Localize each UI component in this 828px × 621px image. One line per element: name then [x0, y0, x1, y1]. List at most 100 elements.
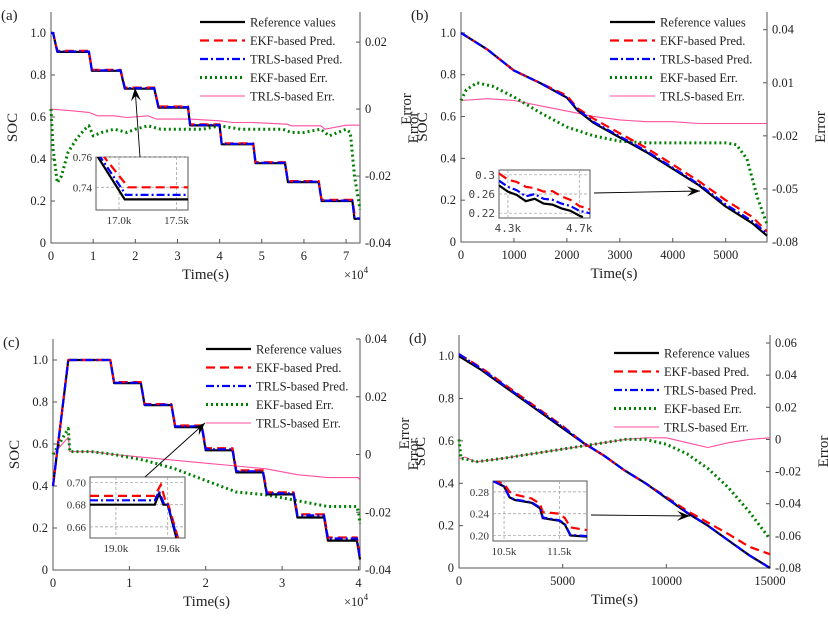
y-left-extra-label: Error [399, 93, 415, 125]
inset-x-tick-label: 11.5k [547, 546, 572, 558]
inset-y-tick-label: 0.76 [73, 152, 93, 164]
y-left-tick-label: 0.4 [30, 152, 46, 166]
series-line-ekf-based-pred [458, 353, 771, 556]
y-left-tick-label: 0.4 [438, 476, 454, 490]
inset-line-ekf-based-pred [499, 172, 590, 211]
x-tick-label: 3 [174, 249, 180, 263]
y-right-axis-label: Error [406, 112, 422, 144]
x-tick-label: 5 [259, 249, 265, 263]
inset-x-tick-label: 19.0k [104, 543, 129, 555]
y-right-tick-label: -0.04 [365, 563, 392, 577]
legend-label: TRLS-based Err. [664, 421, 749, 435]
legend-label: EKF-based Err. [250, 71, 328, 85]
x-tick-label: 4 [355, 576, 362, 590]
legend: Reference values EKF-based Pred. TRLS-base… [614, 347, 756, 435]
panel-b: 0 1000 2000 3000 4000 5000 0 0.2 0.4 0.6 0.8 1.0 -0.… [399, 8, 828, 282]
x-tick-label: 6 [301, 249, 307, 263]
x-tick-label: 1 [126, 576, 132, 590]
x-multiplier: ×104 [344, 265, 369, 282]
y-right-tick-label: 0.04 [775, 368, 798, 382]
y-left-tick-label: 0.6 [30, 110, 46, 124]
x-tick-label: 0 [50, 576, 56, 590]
y-right-tick-label: 0.02 [365, 390, 387, 404]
y-left-axis-label: SOC [5, 113, 21, 142]
y-left-tick-label: 1.0 [32, 353, 48, 367]
inset-y-tick-label: 0.20 [470, 531, 490, 543]
y-right-tick-label: 0.06 [775, 336, 797, 350]
series-line-trls-based-pred [458, 353, 771, 569]
x-tick-label: 1000 [501, 248, 526, 262]
y-right-tick-label: -0.05 [772, 182, 798, 196]
y-left-tick-label: 0.8 [440, 68, 456, 82]
legend-label: Reference values [250, 16, 336, 30]
y-right-axis-label: Error [406, 439, 422, 471]
y-left-tick-label: 0.4 [440, 151, 456, 165]
series-line-trls-based-pred [460, 31, 768, 235]
y-left-axis-label: SOC [7, 440, 23, 469]
y-right-axis-label: Error [813, 111, 828, 143]
y-right-tick-label: -0.06 [775, 529, 801, 543]
legend-label: EKF-based Pred. [250, 34, 335, 48]
x-tick-label: 4 [216, 249, 223, 263]
inset-x-tick-label: 4.3k [495, 222, 522, 235]
y-right-tick-label: 0 [365, 102, 371, 116]
inset-x-tick-label: 10.5k [492, 546, 517, 558]
x-axis-label: Time(s) [591, 266, 638, 282]
zoom-arrow-line [593, 190, 701, 194]
inset: 10.5k 11.5k 0.20 0.24 0.28 [470, 480, 588, 558]
y-left-tick-label: 0.8 [438, 392, 454, 406]
panel-a: 0 1 2 3 4 5 6 7 0 0.2 0.4 0.6 0.8 1.0 -0.04 -0.02 0 0.02 T… [1, 8, 422, 283]
y-left-tick-label: 1.0 [440, 26, 456, 40]
x-tick-label: 2 [132, 249, 138, 263]
series-line-trls-based-err [460, 98, 767, 125]
y-right-tick-label: 0.04 [365, 332, 388, 346]
inset-y-tick-label: 0.26 [469, 188, 496, 201]
inset-y-tick-label: 0.28 [470, 487, 490, 499]
y-right-tick-label: -0.04 [365, 236, 392, 250]
x-multiplier-exp: 4 [364, 592, 369, 602]
series-line-trls-based-err [52, 436, 361, 481]
x-tick-label: 10000 [651, 574, 682, 588]
y-right-tick-label: -0.02 [365, 169, 391, 183]
series-line-trls-based-err [458, 437, 771, 463]
inset-y-tick-label: 0.22 [469, 207, 496, 220]
legend-label: TRLS-based Pred. [664, 384, 756, 398]
zoom-arrow-head [130, 88, 141, 102]
inset-line-trls-based-pred [90, 488, 179, 538]
y-right-tick-label: 0 [775, 432, 781, 446]
x-tick-label: 0 [456, 574, 462, 588]
x-axis-label: Time(s) [591, 592, 638, 608]
x-tick-label: 4000 [660, 248, 685, 262]
inset-x-tick-label: 17.5k [164, 215, 189, 227]
panel-label: (a) [1, 8, 18, 24]
series-line-ekf-based-err [49, 109, 362, 210]
y-left-tick-label: 0.4 [32, 479, 48, 493]
legend-label: TRLS-based Pred. [660, 53, 752, 67]
legend-label: TRLS-based Pred. [256, 380, 348, 394]
inset-line-ekf-based-pred [102, 157, 188, 189]
y-left-tick-label: 0.6 [32, 437, 48, 451]
y-right-axis-label: Error [816, 436, 828, 468]
inset-line-trls-based-pred [499, 179, 590, 215]
y-left-tick-label: 0 [450, 235, 456, 249]
zoom-arrow-head [191, 423, 205, 436]
y-left-axis-label: SOC [413, 437, 429, 466]
axes-frame [458, 335, 771, 569]
y-right-tick-label: 0 [365, 448, 371, 462]
panel-c: 0 1 2 3 4 0 0.2 0.4 0.6 0.8 1.0 -0.04 -0.02 0 0.02 0.04… [3, 332, 422, 610]
series-line-ekf-based-err [51, 427, 362, 524]
y-right-tick-label: -0.02 [775, 465, 801, 479]
series-line-trls-based-err [50, 108, 360, 130]
x-axis-label: Time(s) [183, 594, 230, 610]
x-tick-label: 15000 [754, 574, 785, 588]
y-right-tick-label: -0.02 [365, 505, 391, 519]
series-line-trls-based-pred [51, 31, 360, 220]
inset-line-reference-values [499, 184, 584, 218]
series-line-ekf-based-pred [460, 31, 768, 233]
x-tick-label: 5000 [713, 248, 738, 262]
y-left-tick-label: 0.6 [440, 110, 456, 124]
series-line-ekf-based-err [459, 81, 769, 225]
x-tick-label: 7 [343, 249, 349, 263]
inset-y-tick-label: 0.70 [67, 478, 87, 490]
inset-y-tick-label: 0.68 [67, 500, 87, 512]
